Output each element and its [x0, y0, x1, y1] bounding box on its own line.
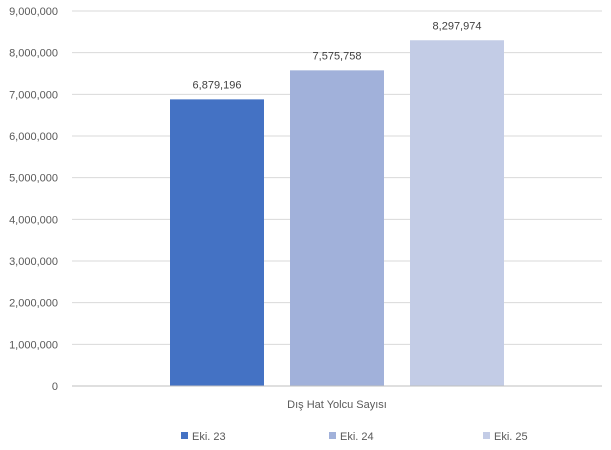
- y-tick-label: 3,000,000: [9, 256, 58, 268]
- y-tick-label: 0: [52, 381, 58, 393]
- y-tick-label: 1,000,000: [9, 339, 58, 351]
- y-tick-label: 6,000,000: [9, 131, 58, 143]
- category-label: Dış Hat Yolcu Sayısı: [287, 399, 387, 411]
- legend-swatch: [483, 432, 490, 439]
- legend-label: Eki. 24: [340, 431, 374, 443]
- y-tick-label: 2,000,000: [9, 298, 58, 310]
- data-label: 8,297,974: [433, 20, 482, 32]
- y-tick-label: 5,000,000: [9, 173, 58, 185]
- data-label: 7,575,758: [313, 50, 362, 62]
- bar-eki-23: [170, 99, 264, 387]
- legend: Eki. 23 Eki. 24 Eki. 25: [181, 431, 528, 443]
- bars: [170, 40, 504, 387]
- legend-label: Eki. 25: [494, 431, 528, 443]
- y-tick-label: 4,000,000: [9, 214, 58, 226]
- y-tick-label: 7,000,000: [9, 89, 58, 101]
- legend-label: Eki. 23: [192, 431, 226, 443]
- data-label: 6,879,196: [193, 79, 242, 91]
- data-labels: 6,879,196 7,575,758 8,297,974: [193, 20, 482, 91]
- bar-eki-24: [290, 70, 384, 386]
- y-tick-label: 8,000,000: [9, 48, 58, 60]
- bar-eki-25: [410, 40, 504, 386]
- y-axis-ticks: 0 1,000,000 2,000,000 3,000,000 4,000,000 5,0…: [9, 6, 58, 393]
- y-tick-label: 9,000,000: [9, 6, 58, 18]
- legend-swatch: [181, 432, 188, 439]
- legend-swatch: [329, 432, 336, 439]
